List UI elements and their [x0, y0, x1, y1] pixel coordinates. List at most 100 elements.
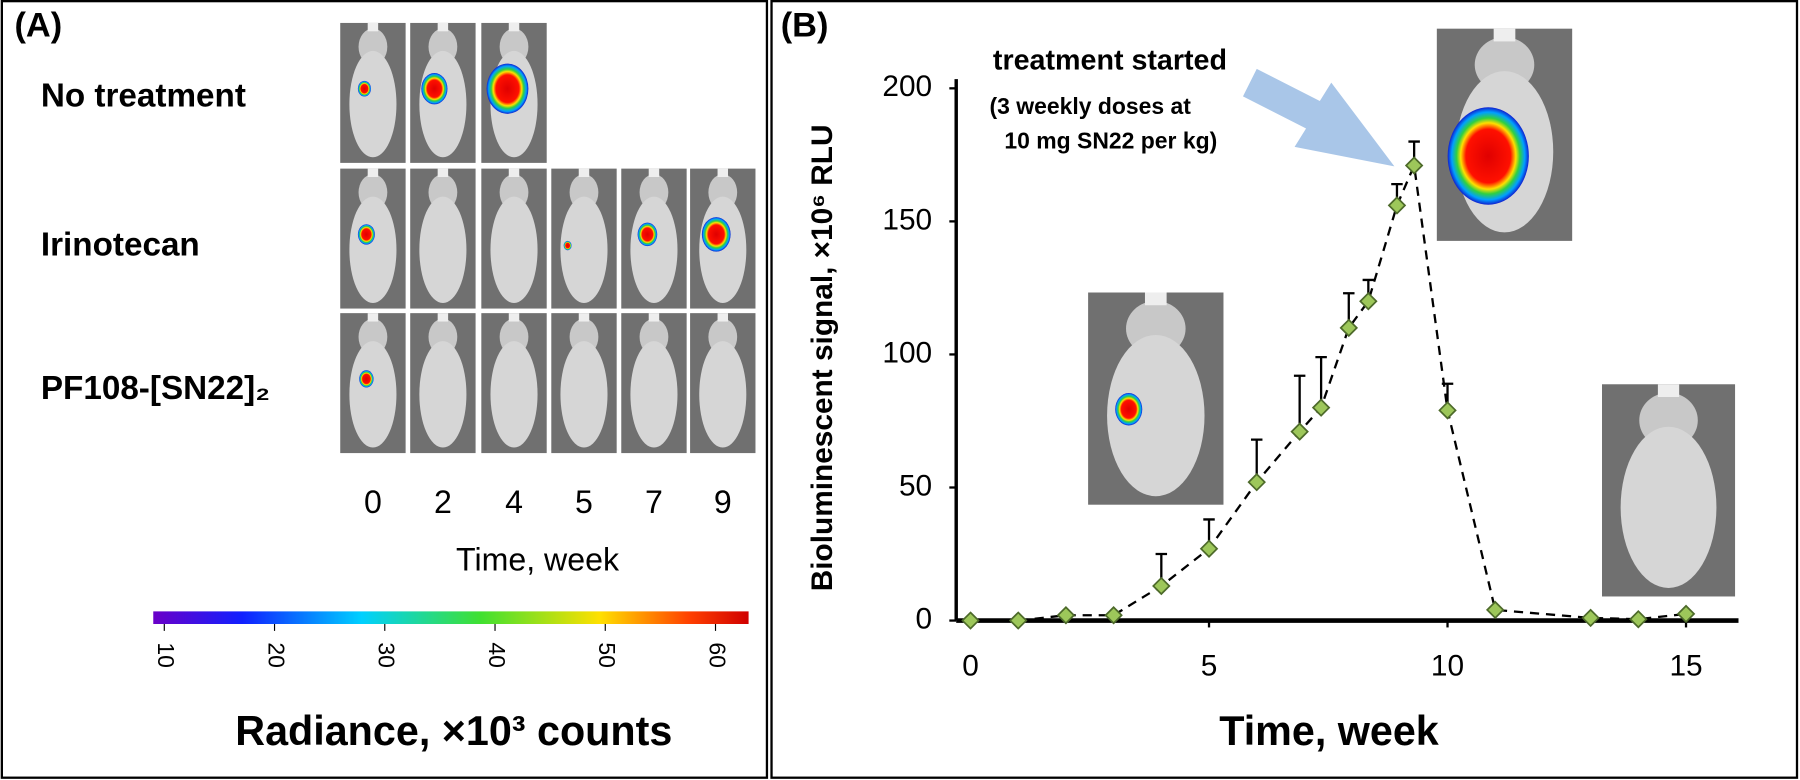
mouse-image [690, 168, 756, 309]
panel-label: (A) [14, 7, 62, 45]
marker [1339, 318, 1359, 338]
mouse-tag [508, 168, 520, 178]
x-tick-label: 9 [714, 484, 732, 520]
row-label: PF108-[SN22]₂ [41, 370, 270, 407]
mouse-tag [367, 313, 379, 322]
mouse-tag [578, 168, 590, 178]
x-tick-label: 0 [962, 649, 979, 682]
mouse-body [349, 50, 397, 158]
mouse-image [690, 313, 756, 454]
mouse-tag [1144, 292, 1167, 306]
mouse-tag [648, 168, 660, 178]
mouse-body [699, 196, 747, 303]
annotation: (3 weekly doses at [989, 93, 1191, 119]
colorbar-tick-label: 30 [374, 642, 400, 668]
marker [1581, 608, 1600, 628]
y-axis-title: Bioluminescent signal, ×10⁶ RLU [806, 124, 839, 591]
tumor-signal [701, 217, 731, 252]
mouse-body [349, 341, 397, 448]
x-tick-label: 7 [645, 484, 663, 520]
mouse-image [340, 22, 406, 163]
tumor-signal [1447, 107, 1529, 205]
mouse-tag [437, 22, 449, 32]
mouse-body [419, 50, 467, 158]
colorbar-tick-label: 40 [484, 642, 510, 668]
mouse-tag [367, 168, 379, 178]
mouse-body [349, 196, 397, 303]
tumor-signal [1115, 392, 1143, 426]
x-tick-label: 4 [505, 484, 523, 520]
row-label: Irinotecan [41, 226, 200, 263]
arrow [1242, 68, 1395, 167]
mouse-image [410, 313, 476, 454]
x-tick-label: 0 [364, 484, 382, 520]
marker [1311, 398, 1331, 417]
marker [1008, 611, 1028, 630]
mouse-image [481, 168, 547, 309]
x-tick-label: 15 [1669, 649, 1702, 682]
mouse-tag [1493, 28, 1516, 42]
error-bar [1293, 374, 1306, 432]
tumor-signal [357, 224, 375, 245]
mouse-body [1107, 334, 1205, 497]
mouse-tag [508, 313, 520, 322]
y-tick-label: 0 [916, 602, 933, 635]
mouse-image [551, 168, 617, 309]
mouse-tag [508, 22, 520, 32]
mouse-body [699, 341, 747, 448]
mouse-image [481, 313, 547, 454]
mouse-body [419, 341, 467, 448]
panel-b-frame [770, 0, 1799, 779]
annotation: treatment started [993, 45, 1227, 77]
mouse-tag [578, 313, 590, 322]
marker [1290, 422, 1309, 441]
x-tick-label: 5 [575, 484, 593, 520]
mouse-image [340, 168, 406, 309]
y-tick-label: 150 [882, 203, 932, 236]
colorbar-tick-label: 20 [263, 642, 289, 668]
mouse-image [481, 22, 547, 163]
y-tick-label: 50 [899, 469, 932, 502]
colorbar-title: Radiance, ×10³ counts [235, 708, 672, 754]
tumor-signal [357, 80, 371, 97]
mouse-tag [717, 168, 729, 178]
marker [961, 611, 980, 630]
marker [1359, 291, 1378, 311]
row-label: No treatment [41, 77, 246, 114]
inset-image [1088, 292, 1224, 505]
y-tick-label: 200 [882, 70, 932, 103]
mouse-image [551, 313, 617, 454]
marker [1247, 472, 1266, 492]
marker [1199, 539, 1219, 558]
marker [1676, 604, 1696, 624]
x-tick-label: 2 [434, 484, 452, 520]
colorbar-tick-label: 60 [704, 642, 730, 668]
annotation: 10 mg SN22 per kg) [1004, 127, 1217, 153]
panel-a-frame [0, 0, 769, 779]
mouse-body [1620, 426, 1717, 588]
colorbar [153, 611, 749, 624]
colorbar-tick-label: 10 [153, 642, 179, 668]
mouse-body [490, 196, 538, 303]
mouse-body [419, 196, 467, 303]
marker [1485, 600, 1505, 620]
x-tick-label: 5 [1201, 649, 1218, 682]
x-axis-title: Time, week [456, 542, 620, 578]
mouse-tag [648, 313, 660, 322]
mouse-tag [437, 168, 449, 178]
mouse-tag [437, 313, 449, 322]
inset-image [1436, 28, 1573, 241]
mouse-image [410, 22, 476, 163]
mouse-image [621, 313, 687, 454]
tumor-signal [359, 370, 374, 388]
mouse-image [340, 313, 406, 454]
colorbar-tick-label: 50 [594, 642, 620, 668]
mouse-tag [1657, 384, 1680, 397]
x-axis-title: Time, week [1219, 708, 1439, 754]
marker [1152, 576, 1171, 596]
tumor-signal [637, 222, 658, 247]
x-tick-label: 10 [1431, 649, 1464, 682]
mouse-body [630, 341, 678, 448]
